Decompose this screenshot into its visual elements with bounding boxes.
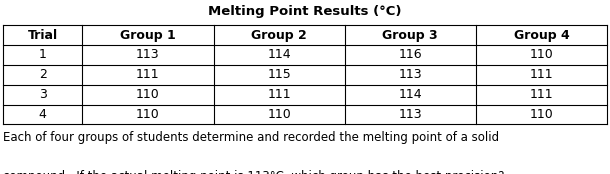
Text: 110: 110 xyxy=(136,88,160,101)
Text: Group 3: Group 3 xyxy=(382,29,438,42)
Text: 3: 3 xyxy=(39,88,46,101)
Text: 113: 113 xyxy=(136,49,160,61)
Text: 114: 114 xyxy=(398,88,422,101)
Text: Trial: Trial xyxy=(27,29,58,42)
Text: compound.  If the actual melting point is 113°C, which group has the best precis: compound. If the actual melting point is… xyxy=(3,170,504,174)
Text: 110: 110 xyxy=(136,108,160,121)
Text: Group 2: Group 2 xyxy=(251,29,307,42)
Text: Each of four groups of students determine and recorded the melting point of a so: Each of four groups of students determin… xyxy=(3,131,499,144)
Text: 110: 110 xyxy=(267,108,291,121)
Text: Melting Point Results (°C): Melting Point Results (°C) xyxy=(208,5,402,18)
Text: 114: 114 xyxy=(267,49,291,61)
Text: 111: 111 xyxy=(136,68,160,81)
Text: 111: 111 xyxy=(529,68,553,81)
Text: 111: 111 xyxy=(267,88,291,101)
Text: 110: 110 xyxy=(529,49,553,61)
Text: 4: 4 xyxy=(39,108,46,121)
Text: 1: 1 xyxy=(39,49,46,61)
Text: 116: 116 xyxy=(398,49,422,61)
Text: Group 4: Group 4 xyxy=(514,29,569,42)
Text: Group 1: Group 1 xyxy=(120,29,176,42)
Text: 113: 113 xyxy=(398,68,422,81)
Text: 115: 115 xyxy=(267,68,291,81)
Text: 113: 113 xyxy=(398,108,422,121)
Text: 111: 111 xyxy=(529,88,553,101)
Text: 110: 110 xyxy=(529,108,553,121)
Text: 2: 2 xyxy=(39,68,46,81)
